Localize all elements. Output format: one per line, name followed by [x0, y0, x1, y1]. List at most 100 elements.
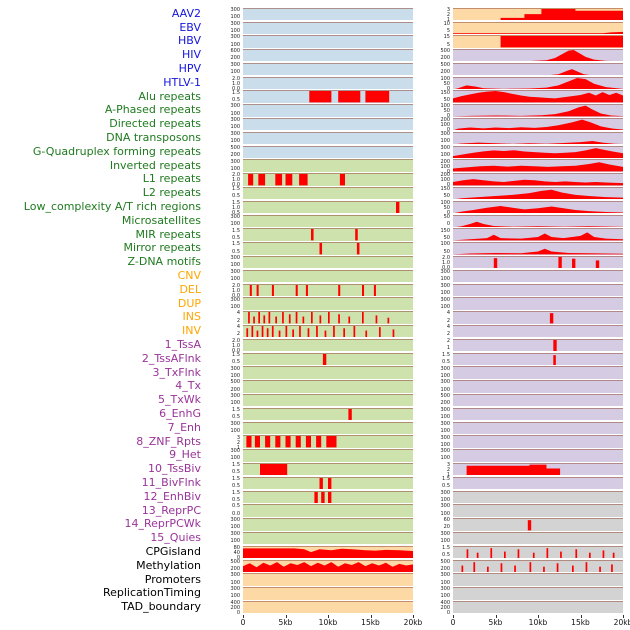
track-label: Directed repeats [109, 117, 201, 131]
y-axis-tick-label: 50 [443, 204, 450, 211]
y-axis-ticks-right: 100 50 [413, 242, 453, 254]
y-axis-tick-label: 0.5 [232, 358, 240, 365]
x-axis-tick-label: 20kb [403, 618, 423, 628]
y-axis-tick-label: 300 [230, 255, 240, 262]
y-axis-tick-label: 4 [236, 310, 240, 317]
y-axis-ticks-left: 300 100 [203, 587, 243, 599]
track-plot-left [243, 118, 413, 131]
y-axis-tick-label: 3 [446, 462, 450, 469]
y-axis-tick-label: 0.0 [232, 292, 240, 299]
y-axis-tick-label: 100 [230, 13, 240, 20]
y-axis-ticks-right: 200 100 0 [413, 173, 453, 188]
track-plot-left [243, 200, 413, 214]
track-label: 13_ReprPC [141, 503, 201, 517]
y-axis-ticks-left: 1.5 0.5 [203, 89, 243, 103]
track-row: Methylation 500 200 500 200 [0, 559, 630, 573]
y-axis-tick-label: 100 [440, 103, 450, 110]
track-plot-left [243, 173, 413, 186]
track-plot-right [453, 587, 623, 600]
y-axis-tick-label: 1.5 [232, 406, 240, 413]
y-axis-tick-label: 200 [440, 605, 450, 612]
track-data-glyph [243, 188, 413, 199]
track-plot-left [243, 297, 413, 310]
y-axis-tick-label: 200 [440, 158, 450, 165]
y-axis-tick-label: 300 [230, 517, 240, 524]
track-plot-left [243, 352, 413, 366]
y-axis-ticks-left: 500 200 [203, 559, 243, 572]
track-label: G-Quadruplex forming repeats [32, 144, 201, 158]
track-plot-left [243, 407, 413, 421]
track-row: DUP 300 100 300 100 [0, 297, 630, 311]
track-label: EBV [179, 20, 201, 34]
y-axis-ticks-right: 300 100 [413, 131, 453, 144]
track-row: 1_TssA 2.0 1.0 0.0 2 1 [0, 338, 630, 353]
x-axis-tickmark [623, 615, 624, 619]
track-plot-left [243, 518, 413, 531]
y-axis-tick-label: 4 [236, 324, 240, 331]
track-data-glyph [311, 229, 358, 241]
y-axis-tick-label: 1.0 [442, 260, 450, 267]
y-axis-tick-label: 50 [443, 96, 450, 103]
y-axis-ticks-right: 300 100 [413, 435, 453, 448]
track-label: DNA transposons [106, 131, 201, 145]
track-label: Promoters [144, 572, 201, 586]
y-axis-ticks-right: 500 200 [413, 559, 453, 572]
track-plot-left [243, 145, 413, 159]
track-label: DUP [177, 296, 201, 310]
y-axis-tick-label: 300 [230, 393, 240, 400]
track-plot-left [243, 504, 413, 517]
track-data-glyph [453, 248, 623, 255]
track-plot-right [453, 407, 623, 421]
y-axis-tick-label: 1.5 [232, 89, 240, 96]
y-axis-ticks-left: 300 100 [203, 104, 243, 116]
y-axis-tick-label: 0 [446, 209, 450, 216]
y-axis-ticks-left: 300 100 [203, 573, 243, 585]
track-plot-right [453, 131, 623, 145]
track-label: HTLV-1 [163, 75, 201, 89]
track-plot-left [243, 559, 413, 572]
track-data-glyph [319, 477, 332, 490]
track-plot-left [243, 338, 413, 352]
y-axis-tick-label: 300 [440, 282, 450, 289]
track-data-glyph [453, 505, 623, 516]
track-data-glyph [453, 395, 623, 406]
x-axis-row: 0 5kb 10kb 15kb 20kb 0 5kb 10kb 15kb 20kb [0, 615, 630, 629]
y-axis-tick-label: 0 [446, 113, 450, 120]
y-axis-tick-label: 0.5 [442, 552, 450, 559]
track-data-glyph [243, 588, 413, 599]
track-plot-right [453, 104, 623, 117]
track-row: 7_Enh 300 100 300 100 [0, 421, 630, 435]
y-axis-tick-label: 0.5 [232, 193, 240, 200]
y-axis-ticks-left: 300 100 [203, 421, 243, 434]
y-axis-tick-label: 2 [446, 467, 450, 474]
track-row: G-Quadruplex forming repeats 500 200 300 100 [0, 145, 630, 159]
track-data-glyph [243, 105, 413, 116]
y-axis-ticks-right: 2.0 1.0 0.0 [413, 256, 453, 271]
y-axis-ticks-left: 300 100 [203, 62, 243, 75]
y-axis-tick-label: 100 [440, 75, 450, 82]
y-axis-tick-label: 100 [230, 220, 240, 227]
track-plot-left [243, 7, 413, 21]
y-axis-tick-label: 2 [236, 439, 240, 446]
track-plot-left [243, 242, 413, 255]
track-data-glyph [453, 381, 623, 392]
track-data-glyph [553, 354, 556, 366]
track-data-glyph [453, 69, 623, 76]
y-axis-tick-label: 500 [440, 61, 450, 68]
y-axis-ticks-right: 300 100 [413, 145, 453, 158]
track-plot-left [243, 490, 413, 503]
y-axis-tick-label: 15 [443, 34, 450, 41]
y-axis-tick-label: 100 [230, 276, 240, 283]
y-axis-tick-label: 300 [230, 103, 240, 110]
track-row: HPV 300 100 500 200 [0, 62, 630, 76]
y-axis-tick-label: 150 [440, 89, 450, 96]
track-plot-right [453, 325, 623, 338]
x-axis-tickmark [243, 615, 244, 619]
y-axis-tick-label: 100 [230, 165, 240, 172]
track-data-glyph [453, 285, 623, 296]
y-axis-tick-label: 200 [230, 386, 240, 393]
x-axis-tickmark [370, 615, 372, 619]
